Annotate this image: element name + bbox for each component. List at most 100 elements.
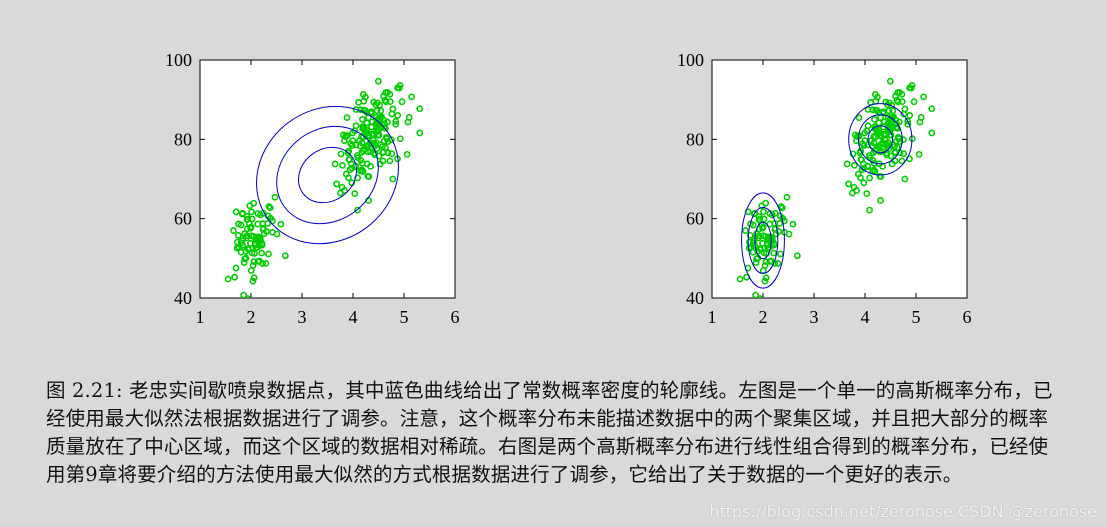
data-point: [766, 258, 774, 265]
data-point: [880, 118, 888, 126]
data-point: [232, 264, 240, 272]
data-point: [877, 197, 884, 204]
data-point: [250, 258, 258, 266]
data-point: [244, 295, 252, 298]
data-point: [243, 216, 251, 223]
data-point: [855, 114, 863, 122]
x-tick-label: 1: [196, 307, 205, 327]
data-point: [882, 98, 890, 106]
data-point: [375, 126, 382, 134]
data-point: [355, 98, 363, 106]
data-point: [262, 259, 270, 267]
data-point: [333, 180, 341, 188]
data-point: [920, 93, 927, 101]
data-point: [863, 190, 871, 198]
x-tick-label: 6: [963, 307, 972, 327]
data-point: [374, 77, 382, 85]
y-tick-label: 40: [174, 288, 192, 308]
data-point: [843, 160, 851, 168]
data-point: [254, 258, 262, 265]
data-point: [908, 81, 916, 89]
data-point: [848, 189, 856, 197]
data-point: [239, 241, 247, 249]
data-point: [392, 120, 400, 128]
data-point: [892, 124, 900, 131]
data-point: [857, 174, 864, 182]
data-point: [380, 92, 388, 100]
x-tick-label: 2: [247, 307, 256, 327]
data-point: [396, 81, 404, 89]
data-point: [343, 114, 351, 122]
data-point: [877, 141, 885, 148]
density-contour: [867, 125, 894, 154]
data-point: [875, 126, 883, 134]
data-point: [234, 231, 242, 239]
data-point: [362, 130, 370, 138]
data-point: [749, 221, 757, 229]
data-point: [253, 243, 261, 251]
right-chart: 1 2 3 4 5 6 40 60 80 100: [677, 50, 972, 327]
data-point: [915, 150, 923, 158]
data-point: [377, 107, 385, 115]
data-point: [793, 252, 801, 260]
data-point: [352, 106, 360, 113]
data-point: [237, 221, 245, 229]
data-point: [398, 98, 406, 106]
data-point: [762, 258, 770, 266]
density-contour: [741, 192, 785, 289]
data-point: [900, 110, 908, 118]
data-point: [381, 144, 389, 152]
data-point: [388, 110, 396, 118]
data-point: [780, 217, 788, 225]
data-point: [254, 220, 262, 228]
data-point: [928, 129, 936, 137]
data-point: [771, 225, 779, 232]
data-point: [864, 106, 872, 113]
data-point: [266, 204, 274, 212]
data-point: [852, 137, 860, 145]
data-point: [271, 193, 279, 201]
data-point: [891, 149, 899, 156]
data-point: [904, 117, 912, 125]
data-point: [254, 210, 262, 217]
data-point: [845, 180, 853, 188]
density-contour: [298, 146, 357, 204]
data-point: [264, 250, 272, 258]
data-point: [347, 140, 355, 148]
data-point: [877, 173, 885, 180]
data-point: [358, 149, 365, 157]
data-point: [373, 107, 381, 115]
data-point: [380, 124, 388, 131]
data-point: [373, 99, 381, 107]
data-point: [416, 105, 424, 113]
y-tick-label: 60: [686, 209, 704, 229]
data-point: [281, 252, 289, 260]
data-point: [379, 149, 387, 156]
x-tick-label: 4: [861, 307, 870, 327]
data-point: [364, 148, 372, 156]
data-point: [389, 175, 397, 183]
data-point: [910, 98, 918, 106]
y-tick-label: 60: [174, 209, 192, 229]
data-point: [356, 142, 364, 150]
data-point: [384, 138, 392, 145]
data-point: [362, 93, 369, 101]
data-point: [887, 152, 895, 160]
x-tick-label: 3: [298, 307, 307, 327]
data-point: [755, 216, 763, 223]
x-tick-label: 1: [708, 307, 717, 327]
data-point: [408, 93, 415, 101]
data-point: [367, 148, 374, 155]
data-point: [866, 206, 873, 214]
density-contour: [848, 103, 913, 176]
data-point: [394, 112, 402, 119]
data-point: [258, 249, 266, 257]
x-tick-label: 3: [810, 307, 819, 327]
data-point: [866, 174, 874, 182]
data-point: [874, 93, 881, 101]
data-point: [876, 148, 884, 156]
data-point: [416, 129, 424, 137]
plot-frame: [711, 59, 968, 299]
data-point: [886, 77, 894, 85]
y-tick-label: 100: [165, 50, 192, 70]
